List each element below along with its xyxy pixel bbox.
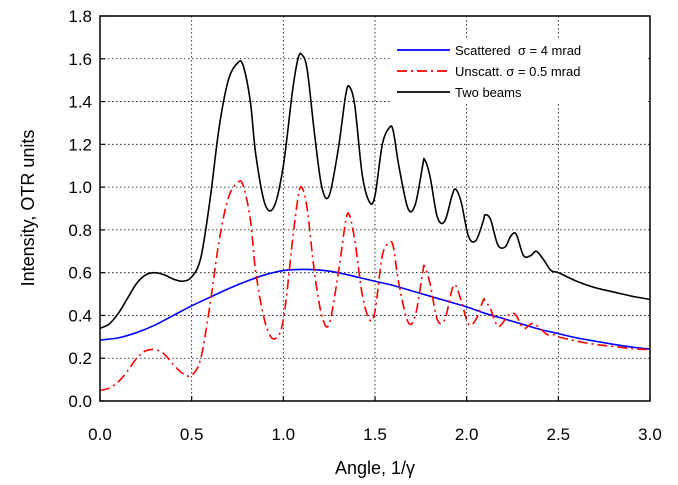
y-axis-title: Intensity, OTR units (18, 130, 38, 287)
x-tick-label: 3.0 (638, 425, 662, 444)
y-tick-label: 1.4 (68, 93, 92, 112)
x-tick-label: 2.5 (547, 425, 571, 444)
legend: Scattered σ = 4 mrad Unscatt. σ = 0.5 mra… (390, 38, 648, 104)
legend-label: Unscatt. σ = 0.5 mrad (455, 64, 580, 79)
y-tick-label: 0.0 (68, 392, 92, 411)
y-tick-label: 1.0 (68, 178, 92, 197)
series-lines (99, 52, 651, 392)
x-tick-label: 1.5 (363, 425, 387, 444)
legend-label: Scattered σ = 4 mrad (455, 43, 581, 58)
y-tick-label: 0.2 (68, 349, 92, 368)
axis-ticks: 0.0 0.2 0.4 0.6 0.8 1.0 1.2 1.4 1.6 1.8 0.0 0.5 1.0 1… (68, 7, 661, 444)
y-tick-label: 0.4 (68, 306, 92, 325)
y-tick-label: 0.8 (68, 221, 92, 240)
x-tick-label: 0.5 (180, 425, 204, 444)
series-scattered-4-mrad-line (99, 268, 651, 350)
y-tick-label: 1.6 (68, 50, 92, 69)
x-tick-label: 1.0 (272, 425, 296, 444)
series-two-beams-line (99, 52, 651, 330)
y-tick-label: 0.6 (68, 264, 92, 283)
x-tick-label: 0.0 (88, 425, 112, 444)
x-tick-label: 2.0 (455, 425, 479, 444)
y-tick-label: 1.8 (68, 7, 92, 26)
x-axis-title: Angle, 1/γ (335, 458, 415, 478)
series-unscatt-0-5-mrad-line (99, 180, 651, 392)
legend-label: Two beams (455, 85, 522, 100)
y-tick-label: 1.2 (68, 135, 92, 154)
